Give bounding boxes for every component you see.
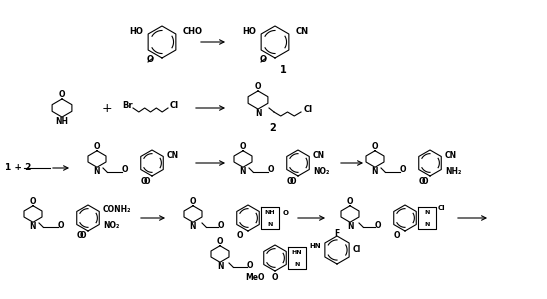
Text: CN: CN bbox=[167, 150, 179, 159]
Text: +: + bbox=[102, 101, 112, 115]
Text: O: O bbox=[255, 83, 261, 91]
Text: N: N bbox=[424, 222, 430, 227]
Text: N: N bbox=[372, 167, 378, 176]
Text: MeO: MeO bbox=[246, 274, 265, 283]
Text: N: N bbox=[267, 222, 273, 227]
Text: Cl: Cl bbox=[438, 205, 446, 211]
Text: NH: NH bbox=[265, 210, 275, 216]
Text: N: N bbox=[190, 222, 196, 231]
Text: Cl: Cl bbox=[304, 106, 313, 115]
Text: O: O bbox=[147, 56, 154, 65]
Text: 1: 1 bbox=[280, 65, 287, 75]
Text: CONH₂: CONH₂ bbox=[103, 205, 131, 214]
Text: O: O bbox=[267, 166, 274, 175]
Text: O: O bbox=[237, 231, 243, 240]
Text: O: O bbox=[375, 220, 381, 230]
Text: NO₂: NO₂ bbox=[103, 222, 119, 231]
Text: CN: CN bbox=[445, 150, 457, 159]
Text: HO: HO bbox=[242, 28, 256, 36]
Text: O: O bbox=[58, 220, 64, 230]
Text: NH: NH bbox=[55, 117, 68, 126]
Text: Cl: Cl bbox=[170, 101, 179, 111]
Text: O: O bbox=[94, 142, 100, 151]
Text: O: O bbox=[30, 197, 36, 206]
Text: O: O bbox=[419, 176, 425, 185]
Text: N: N bbox=[424, 210, 430, 216]
Text: O: O bbox=[80, 231, 86, 240]
Text: O: O bbox=[144, 176, 150, 185]
Text: N: N bbox=[217, 262, 223, 271]
Text: F: F bbox=[334, 230, 340, 239]
Text: O: O bbox=[372, 142, 378, 151]
Text: CN: CN bbox=[296, 28, 309, 36]
Text: 1 + 2: 1 + 2 bbox=[5, 164, 31, 173]
Text: O: O bbox=[422, 176, 428, 185]
Text: O: O bbox=[218, 220, 224, 230]
Text: HO: HO bbox=[129, 28, 143, 36]
Text: NO₂: NO₂ bbox=[313, 167, 329, 176]
Text: O: O bbox=[290, 176, 296, 185]
Text: O: O bbox=[217, 237, 223, 246]
Text: O: O bbox=[190, 197, 196, 206]
Text: 2: 2 bbox=[270, 123, 276, 133]
Text: NH₂: NH₂ bbox=[445, 167, 461, 176]
Text: O: O bbox=[259, 56, 266, 65]
Text: HN: HN bbox=[309, 243, 321, 249]
Text: N: N bbox=[94, 167, 100, 176]
Text: N: N bbox=[294, 262, 300, 266]
Text: N: N bbox=[255, 109, 261, 118]
Text: HN: HN bbox=[292, 251, 302, 256]
Text: O: O bbox=[59, 90, 65, 100]
Text: O: O bbox=[394, 231, 400, 240]
Text: CHO: CHO bbox=[183, 28, 203, 36]
Text: O: O bbox=[283, 210, 289, 216]
Text: O: O bbox=[141, 176, 147, 185]
Text: O: O bbox=[77, 231, 83, 240]
Text: Br: Br bbox=[122, 101, 132, 111]
Text: O: O bbox=[247, 260, 253, 269]
Text: N: N bbox=[240, 167, 246, 176]
Text: O: O bbox=[240, 142, 246, 151]
Text: O: O bbox=[347, 197, 353, 206]
Text: Cl: Cl bbox=[353, 245, 361, 254]
Text: CN: CN bbox=[313, 150, 325, 159]
Text: O: O bbox=[287, 176, 293, 185]
Text: N: N bbox=[30, 222, 36, 231]
Text: N: N bbox=[347, 222, 353, 231]
Text: O: O bbox=[400, 166, 406, 175]
Text: O: O bbox=[122, 166, 128, 175]
Text: O: O bbox=[272, 274, 278, 283]
